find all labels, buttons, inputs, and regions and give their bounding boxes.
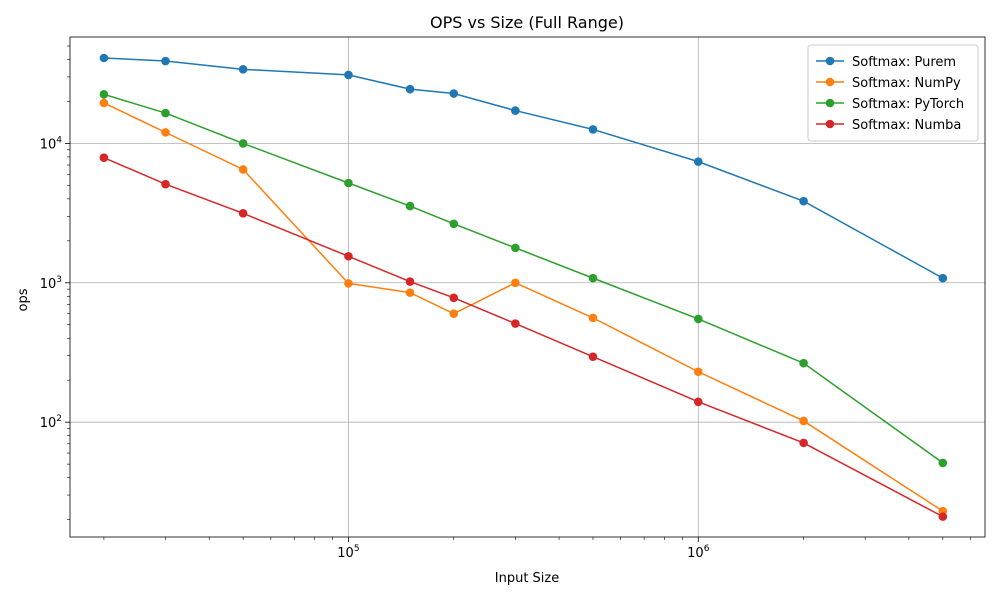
data-point bbox=[799, 416, 808, 426]
data-point bbox=[99, 153, 109, 162]
data-point bbox=[161, 108, 170, 118]
data-point bbox=[405, 84, 415, 94]
legend-item: Softmax: Numba bbox=[816, 118, 961, 133]
series-purem bbox=[99, 53, 948, 283]
data-point bbox=[511, 106, 520, 115]
x-axis-ticks: 105 106 bbox=[337, 537, 710, 561]
data-point bbox=[449, 219, 459, 229]
legend-box bbox=[807, 44, 979, 142]
legend: Softmax: Purem Softmax: NumPy Softmax: PyT… bbox=[807, 44, 979, 142]
data-point bbox=[344, 279, 353, 288]
legend-item: Softmax: PyTorch bbox=[816, 97, 964, 112]
data-point bbox=[99, 90, 109, 99]
data-point bbox=[588, 273, 598, 283]
legend-marker bbox=[825, 56, 835, 66]
y-tick-label: 104 bbox=[40, 135, 63, 152]
y-tick-label: 102 bbox=[40, 414, 62, 431]
data-point bbox=[588, 125, 598, 134]
data-point bbox=[588, 352, 598, 361]
data-point bbox=[161, 179, 170, 189]
data-point bbox=[938, 512, 948, 521]
legend-label: Softmax: NumPy bbox=[852, 76, 961, 91]
data-point bbox=[405, 277, 415, 286]
legend-label: Softmax: Numba bbox=[852, 118, 961, 133]
data-point bbox=[405, 201, 415, 211]
data-point bbox=[344, 70, 353, 80]
series-layer bbox=[99, 53, 948, 521]
y-axis-label: ops bbox=[16, 288, 31, 311]
legend-marker bbox=[825, 77, 835, 87]
plot-frame bbox=[69, 36, 986, 538]
series-numpy bbox=[99, 98, 948, 516]
data-point bbox=[238, 209, 248, 218]
data-point bbox=[449, 89, 459, 98]
data-point bbox=[938, 273, 948, 283]
data-point bbox=[238, 139, 248, 148]
data-point bbox=[693, 157, 703, 166]
data-point bbox=[938, 458, 948, 468]
data-point bbox=[693, 314, 703, 324]
data-point bbox=[511, 278, 520, 288]
legend-item: Softmax: NumPy bbox=[816, 76, 961, 91]
data-point bbox=[449, 293, 459, 303]
series-numba bbox=[99, 153, 948, 521]
data-point bbox=[344, 251, 353, 261]
minor-ticks bbox=[67, 45, 971, 540]
data-point bbox=[799, 196, 808, 206]
data-point bbox=[238, 65, 248, 74]
chart-title: OPS vs Size (Full Range) bbox=[430, 13, 624, 32]
data-point bbox=[405, 288, 415, 297]
y-tick-label: 103 bbox=[40, 275, 62, 292]
data-point bbox=[238, 165, 248, 174]
data-point bbox=[99, 53, 109, 63]
legend-marker bbox=[825, 119, 835, 129]
legend-label: Softmax: Purem bbox=[852, 55, 956, 70]
series-pytorch bbox=[99, 90, 948, 468]
x-tick-label: 105 bbox=[337, 544, 359, 561]
data-point bbox=[99, 98, 109, 108]
x-tick-label: 106 bbox=[687, 544, 710, 561]
data-point bbox=[161, 128, 170, 137]
legend-item: Softmax: Purem bbox=[816, 55, 956, 70]
y-axis-ticks: 102 103 104 bbox=[40, 135, 70, 431]
data-point bbox=[161, 56, 170, 66]
legend-label: Softmax: PyTorch bbox=[852, 97, 964, 112]
data-point bbox=[449, 309, 459, 319]
data-point bbox=[693, 397, 703, 407]
x-axis-label: Input Size bbox=[495, 571, 559, 586]
legend-marker bbox=[825, 98, 835, 108]
grid bbox=[70, 37, 985, 537]
data-point bbox=[511, 243, 520, 253]
data-point bbox=[588, 313, 598, 323]
data-point bbox=[344, 178, 353, 188]
data-point bbox=[799, 438, 808, 448]
data-point bbox=[693, 367, 703, 377]
data-point bbox=[799, 358, 808, 368]
data-point bbox=[511, 319, 520, 328]
